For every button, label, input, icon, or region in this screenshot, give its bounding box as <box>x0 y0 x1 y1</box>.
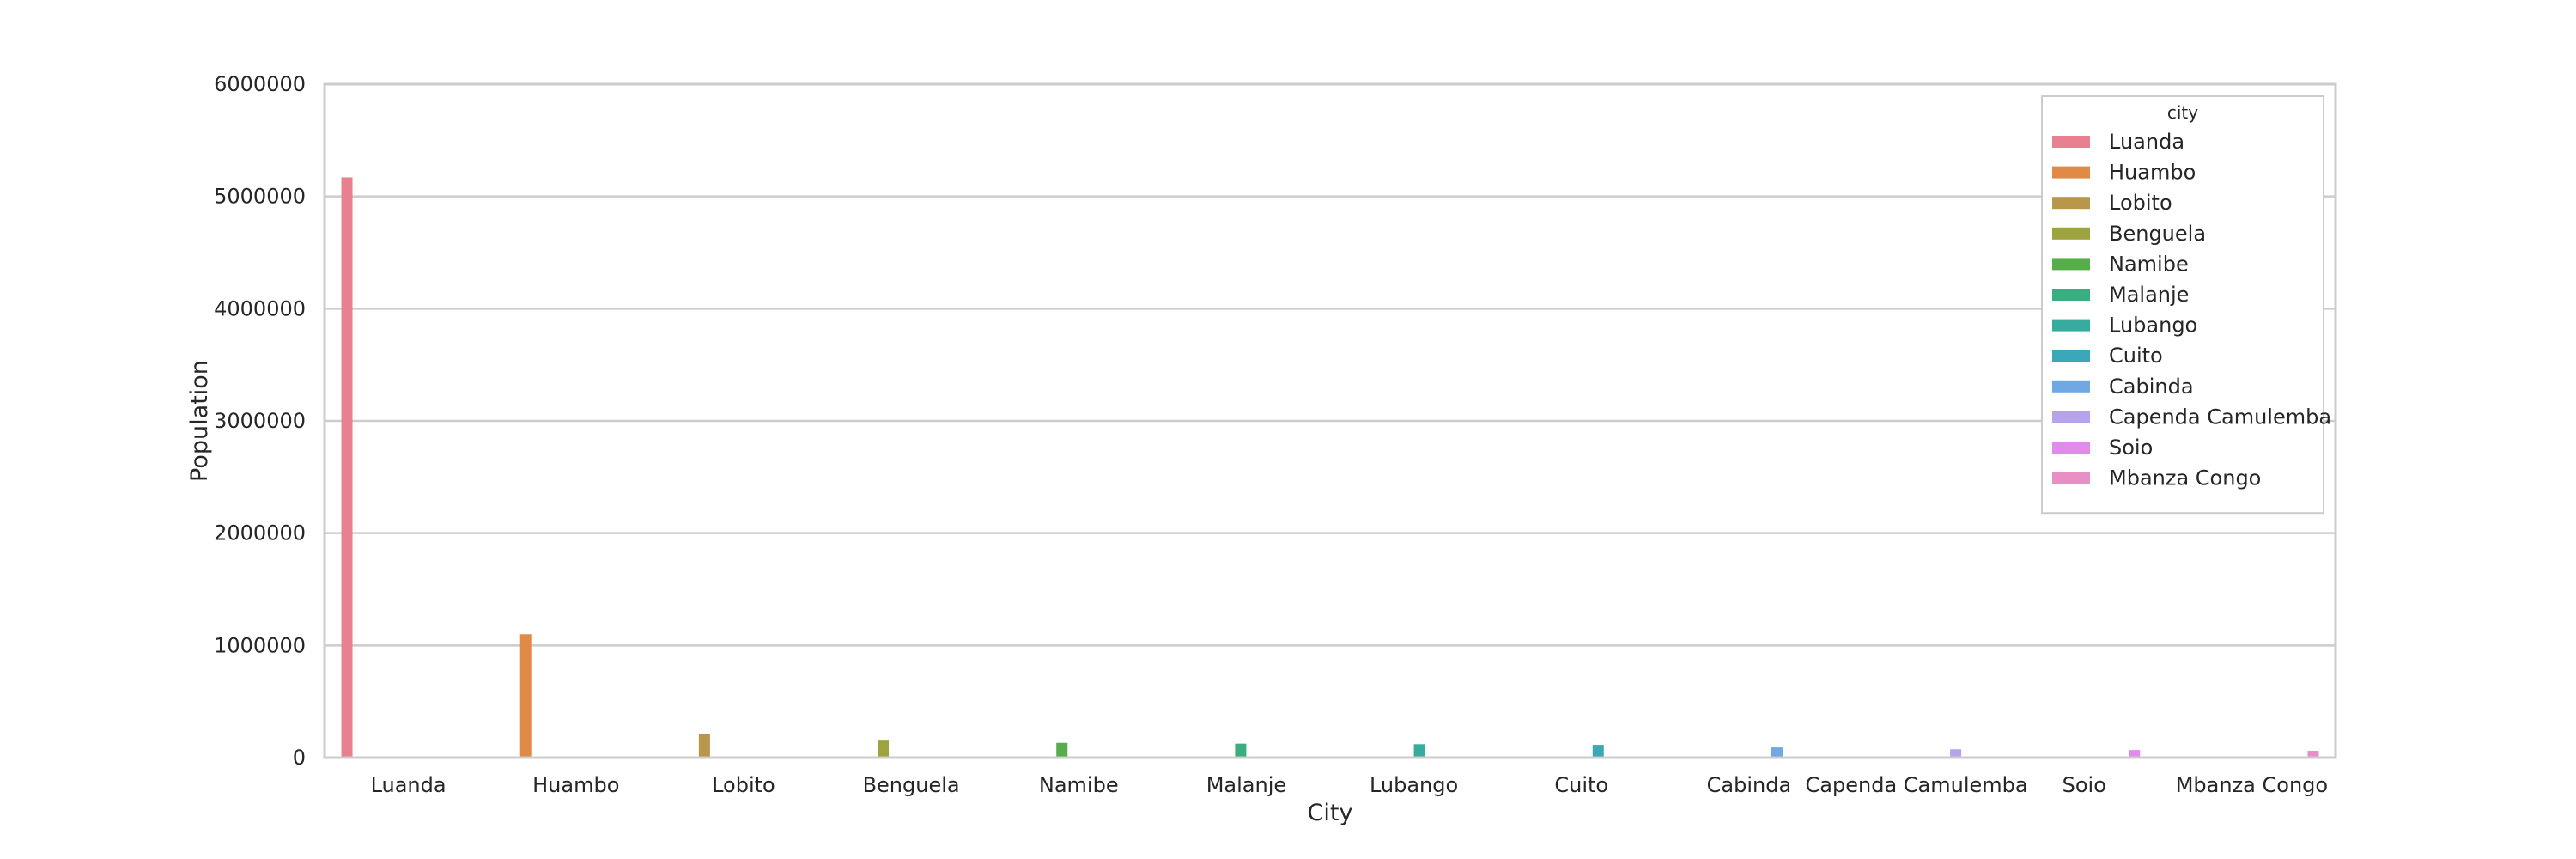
x-tick-labels: Luanda Huambo Lobito Benguela Namibe Malanje L… <box>371 773 2329 797</box>
legend-label: Cuito <box>2109 344 2163 368</box>
legend-swatch <box>2052 411 2090 423</box>
bar <box>1235 743 1247 758</box>
x-tick-label: Lubango <box>1370 773 1458 797</box>
legend-swatch <box>2052 197 2090 210</box>
legend-swatch <box>2052 227 2090 240</box>
legend-swatch <box>2052 136 2090 148</box>
legend-label: Namibe <box>2109 252 2189 276</box>
legend-swatch <box>2052 350 2090 362</box>
legend-title: city <box>2167 102 2198 123</box>
legend-swatch <box>2052 166 2090 179</box>
x-tick-label: Lobito <box>712 773 775 797</box>
bar <box>341 177 353 758</box>
bar <box>878 740 890 758</box>
legend-label: Capenda Camulemba <box>2109 405 2331 429</box>
legend-label: Soio <box>2109 436 2153 460</box>
legend-label: Benguela <box>2109 222 2206 246</box>
y-tick-label: 5000000 <box>214 185 306 209</box>
x-tick-label: Mbanza Congo <box>2176 773 2328 797</box>
legend-label: Malanje <box>2109 283 2189 307</box>
legend-label: Cabinda <box>2109 375 2194 399</box>
legend: city Luanda Huambo Lobito Benguela Namibe Mal… <box>2041 95 2331 515</box>
legend-label: Lubango <box>2109 314 2197 338</box>
x-tick-label: Luanda <box>371 773 447 797</box>
x-tick-label: Capenda Camulemba <box>1806 773 2028 797</box>
plot-frame <box>323 82 2337 759</box>
bar <box>1592 745 1604 758</box>
x-tick-label: Huambo <box>532 773 619 797</box>
legend-items: Luanda Huambo Lobito Benguela Namibe Malanje L… <box>2052 130 2331 490</box>
bar <box>519 634 532 758</box>
legend-label: Luanda <box>2109 130 2184 154</box>
legend-swatch <box>2052 442 2090 454</box>
legend-swatch <box>2052 258 2090 271</box>
x-tick-label: Cuito <box>1554 773 1608 797</box>
y-tick-label: 6000000 <box>214 72 306 96</box>
x-tick-label: Malanje <box>1206 773 1286 797</box>
x-tick-label: Namibe <box>1039 773 1119 797</box>
y-tick-label: 3000000 <box>214 409 306 433</box>
legend-label: Huambo <box>2109 161 2196 185</box>
x-axis-label: City <box>1308 800 1353 826</box>
y-axis-label: Population <box>186 360 213 482</box>
bar <box>1771 747 1783 758</box>
y-tick-label: 0 <box>293 746 306 770</box>
legend-label: Mbanza Congo <box>2109 466 2261 490</box>
gridlines <box>325 82 2336 759</box>
legend-swatch <box>2052 319 2090 332</box>
y-tick-label: 1000000 <box>214 633 306 657</box>
legend-swatch <box>2052 380 2090 393</box>
legend-label: Lobito <box>2109 191 2172 215</box>
bar <box>2307 751 2319 758</box>
x-tick-label: Soio <box>2063 773 2106 797</box>
bar <box>1413 744 1425 758</box>
bars <box>341 177 2319 758</box>
x-tick-label: Benguela <box>863 773 960 797</box>
bar <box>2129 750 2141 758</box>
legend-swatch <box>2052 289 2090 301</box>
legend-swatch <box>2052 472 2090 484</box>
y-tick-labels: 0 1000000 2000000 3000000 4000000 5000000 6000… <box>214 72 306 770</box>
bar <box>1056 742 1068 758</box>
y-tick-label: 2000000 <box>214 521 306 545</box>
bar <box>698 734 710 758</box>
bar <box>1950 749 1962 758</box>
x-tick-label: Cabinda <box>1707 773 1792 797</box>
y-tick-label: 4000000 <box>214 296 306 320</box>
